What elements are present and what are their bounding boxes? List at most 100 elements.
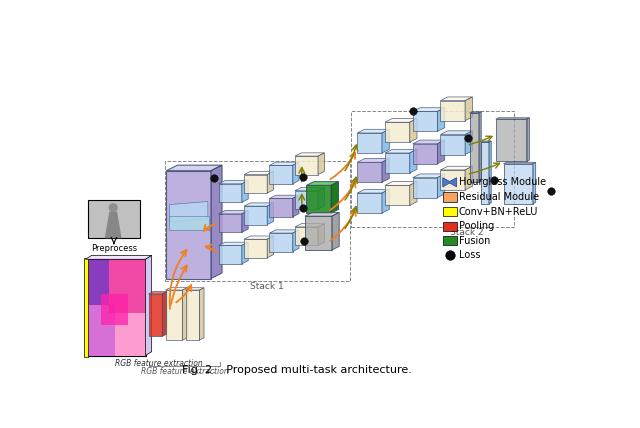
Polygon shape xyxy=(331,181,339,213)
Polygon shape xyxy=(465,166,472,190)
Polygon shape xyxy=(219,181,248,184)
Polygon shape xyxy=(267,171,274,193)
Polygon shape xyxy=(382,129,389,153)
Polygon shape xyxy=(182,287,188,340)
Polygon shape xyxy=(318,153,324,175)
Polygon shape xyxy=(269,195,299,199)
Polygon shape xyxy=(86,306,115,356)
Polygon shape xyxy=(305,216,332,250)
Polygon shape xyxy=(115,313,145,356)
Polygon shape xyxy=(479,112,481,182)
Polygon shape xyxy=(533,162,536,204)
Polygon shape xyxy=(242,242,248,264)
Polygon shape xyxy=(244,175,267,193)
Polygon shape xyxy=(465,97,472,121)
Polygon shape xyxy=(440,97,472,101)
Polygon shape xyxy=(86,259,109,306)
Polygon shape xyxy=(332,212,339,250)
Polygon shape xyxy=(470,112,481,113)
Polygon shape xyxy=(382,189,389,213)
Polygon shape xyxy=(385,181,417,185)
Polygon shape xyxy=(527,118,529,161)
Polygon shape xyxy=(219,184,242,202)
Polygon shape xyxy=(148,291,167,294)
Polygon shape xyxy=(481,142,489,204)
Bar xyxy=(443,222,456,231)
Polygon shape xyxy=(269,162,299,165)
Polygon shape xyxy=(357,193,382,213)
Polygon shape xyxy=(186,290,200,340)
Polygon shape xyxy=(295,224,324,227)
Polygon shape xyxy=(244,171,274,175)
Bar xyxy=(88,200,140,238)
Polygon shape xyxy=(267,236,274,258)
Text: RGB feature extraction: RGB feature extraction xyxy=(141,367,228,376)
Text: Hourglass Module: Hourglass Module xyxy=(459,177,546,187)
Polygon shape xyxy=(219,214,242,232)
Text: Stack 2: Stack 2 xyxy=(450,229,483,238)
Polygon shape xyxy=(382,158,389,182)
Polygon shape xyxy=(269,165,292,184)
Bar xyxy=(168,216,209,230)
Polygon shape xyxy=(307,185,331,213)
Polygon shape xyxy=(437,174,445,198)
Polygon shape xyxy=(166,165,222,171)
Polygon shape xyxy=(295,187,324,191)
Polygon shape xyxy=(437,140,445,164)
Text: Residual Module: Residual Module xyxy=(459,192,539,202)
Polygon shape xyxy=(443,178,456,187)
Bar xyxy=(443,236,456,245)
Polygon shape xyxy=(357,189,389,193)
Polygon shape xyxy=(244,203,274,206)
Polygon shape xyxy=(385,119,417,122)
Polygon shape xyxy=(413,178,437,198)
Polygon shape xyxy=(504,162,536,164)
Polygon shape xyxy=(413,111,437,131)
Polygon shape xyxy=(219,245,242,264)
Polygon shape xyxy=(292,230,299,252)
Polygon shape xyxy=(145,256,152,356)
Polygon shape xyxy=(357,129,389,133)
Text: Loss: Loss xyxy=(459,250,481,260)
Polygon shape xyxy=(186,288,204,290)
Polygon shape xyxy=(440,101,465,121)
Polygon shape xyxy=(148,294,163,336)
Bar xyxy=(443,192,456,202)
Text: Pooling: Pooling xyxy=(459,221,494,231)
Polygon shape xyxy=(166,290,182,340)
Polygon shape xyxy=(385,122,410,142)
Polygon shape xyxy=(200,288,204,340)
Polygon shape xyxy=(219,211,248,214)
Polygon shape xyxy=(465,131,472,155)
Polygon shape xyxy=(166,171,211,279)
Polygon shape xyxy=(305,212,339,216)
Polygon shape xyxy=(105,211,122,238)
Polygon shape xyxy=(295,153,324,156)
Polygon shape xyxy=(219,242,248,245)
Text: Conv+BN+ReLU: Conv+BN+ReLU xyxy=(459,207,538,217)
Text: Preprocess: Preprocess xyxy=(91,244,137,253)
Polygon shape xyxy=(385,185,410,205)
Polygon shape xyxy=(357,158,389,162)
Polygon shape xyxy=(357,162,382,182)
Polygon shape xyxy=(437,108,445,131)
Polygon shape xyxy=(267,203,274,225)
Polygon shape xyxy=(163,291,167,336)
Polygon shape xyxy=(318,224,324,245)
Polygon shape xyxy=(244,236,274,239)
Polygon shape xyxy=(385,149,417,153)
Polygon shape xyxy=(211,165,222,279)
Polygon shape xyxy=(101,294,128,325)
Polygon shape xyxy=(244,239,267,258)
Polygon shape xyxy=(109,259,145,313)
Polygon shape xyxy=(269,230,299,233)
Polygon shape xyxy=(413,140,445,144)
Bar xyxy=(443,207,456,216)
Polygon shape xyxy=(295,191,318,209)
Polygon shape xyxy=(504,164,533,204)
Polygon shape xyxy=(410,149,417,173)
Polygon shape xyxy=(307,181,339,185)
Polygon shape xyxy=(470,113,479,182)
Polygon shape xyxy=(357,133,382,153)
Polygon shape xyxy=(170,202,208,222)
